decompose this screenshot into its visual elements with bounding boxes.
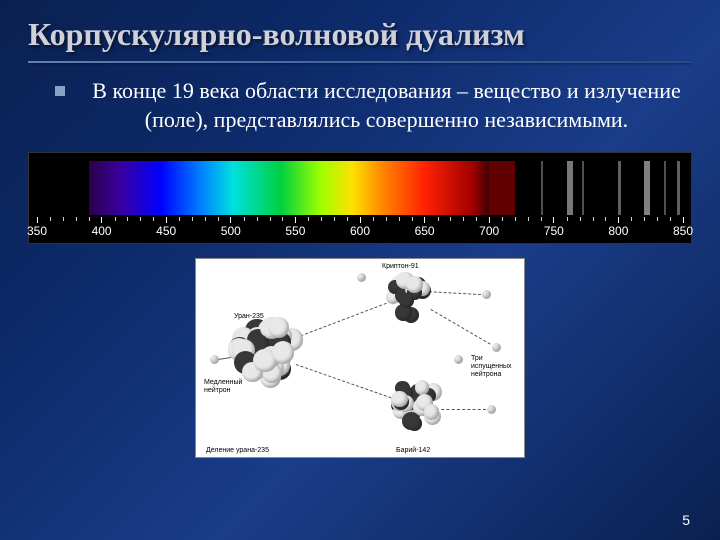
spectrum-axis: 350400450500550600650700750800850	[37, 217, 683, 239]
page-number: 5	[682, 512, 690, 528]
axis-tick: 800	[608, 217, 628, 238]
axis-tick: 550	[285, 217, 305, 238]
diagram-label: Уран-235	[234, 313, 264, 321]
axis-tick: 400	[92, 217, 112, 238]
spectrum-figure: 350 400 450 500 550 600 650 700 750 800 850	[28, 152, 692, 244]
bullet-icon	[55, 86, 65, 96]
body-row: В конце 19 века области исследования – в…	[0, 77, 720, 134]
axis-tick: 600	[350, 217, 370, 238]
body-text: В конце 19 века области исследования – в…	[83, 77, 690, 134]
axis-tick: 700	[479, 217, 499, 238]
axis-tick: 750	[544, 217, 564, 238]
title-divider	[28, 61, 692, 63]
axis-tick: 850	[673, 217, 693, 238]
spectrum-bands	[37, 161, 683, 215]
axis-tick: 650	[415, 217, 435, 238]
diagram-label: Барий-142	[396, 447, 430, 455]
diagram-label: Деление урана-235	[206, 447, 269, 455]
axis-tick: 350	[27, 217, 47, 238]
diagram-label: Криптон-91	[382, 263, 419, 271]
fission-diagram: Криптон-91Уран-235МедленныйнейтронТриисп…	[195, 258, 525, 458]
axis-tick: 500	[221, 217, 241, 238]
slide-title: Корпускулярно-волновой дуализм	[0, 0, 720, 57]
axis-tick: 450	[156, 217, 176, 238]
